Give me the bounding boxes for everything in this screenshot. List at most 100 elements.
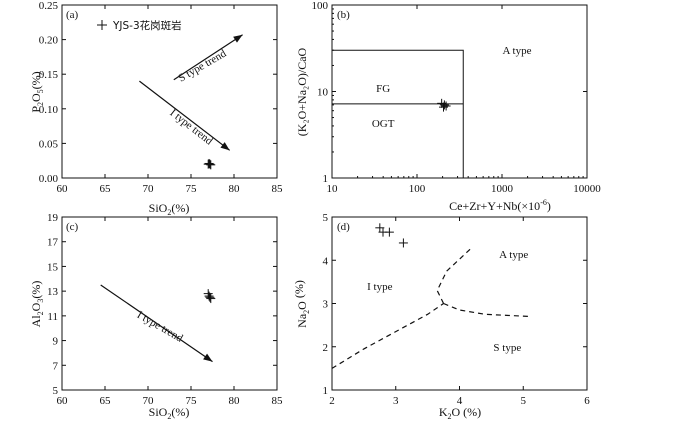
legend: YJS-3花岗斑岩 — [97, 19, 182, 32]
panel-d-point — [398, 238, 408, 248]
panel-c-xtick-label: 85 — [272, 395, 284, 407]
panel-c-point — [203, 289, 213, 299]
panel-a-ylabel: P2O5(%) — [29, 71, 45, 112]
panel-c-trend-arrowhead — [203, 353, 213, 362]
panel-c-ylabel: Al2O3(%) — [29, 281, 45, 328]
panel-d-xtick-label: 6 — [584, 395, 590, 407]
panel-b-xlabel: Ce+Zr+Y+Nb(×10-6) — [449, 198, 551, 213]
panel-a-label: (a) — [66, 9, 79, 21]
panel-d-label: (d) — [337, 221, 350, 233]
panel-d-region-label: I type — [367, 281, 392, 293]
panel-c-trend-label: I type trend — [135, 309, 185, 345]
panel-b-ytick-label: 100 — [312, 0, 329, 12]
panel-a-frame — [61, 4, 278, 179]
panel-a-xtick-label: 80 — [229, 183, 241, 195]
panel-d-xtick-label: 3 — [393, 395, 399, 407]
panel-c-xtick-label: 80 — [229, 395, 241, 407]
panel-b-point — [439, 100, 449, 110]
panel-b-point — [438, 102, 448, 112]
panel-c-ytick-label: 17 — [47, 237, 59, 249]
panel-a: (a) YJS-3花岗斑岩 — [61, 4, 278, 179]
panel-a-ytick-label: 0.20 — [39, 35, 59, 47]
panel-a-trend-label: I type trend — [167, 107, 215, 148]
panel-d-xlabel: K2O (%) — [439, 405, 481, 421]
panel-c-label: (c) — [66, 221, 79, 233]
panel-b-frame — [331, 4, 588, 179]
panel-a-xtick-label: 65 — [100, 183, 112, 195]
panel-c-ytick-label: 15 — [47, 261, 59, 273]
panel-b: (b) — [331, 4, 588, 179]
panel-c-marks: 60 65 70 75 80 85 5 7 9 11 13 15 17 19 I type trend — [47, 212, 283, 407]
panel-a-ytick-label: 0.05 — [39, 138, 59, 150]
panel-d-point — [384, 227, 394, 237]
panel-a-ytick-label: 0.10 — [39, 104, 59, 116]
panel-c-frame — [61, 216, 278, 391]
panel-c-point — [204, 291, 214, 301]
panel-a-point — [206, 160, 216, 170]
panel-a-trend-arrow — [173, 34, 243, 81]
panel-b-boundary — [332, 49, 464, 178]
panel-b-xtick-label: 1000 — [491, 183, 514, 195]
panel-d-boundary — [443, 302, 530, 318]
panel-c-xtick-label: 75 — [186, 395, 198, 407]
panel-a-ytick-label: 0.15 — [39, 69, 59, 81]
panel-d-xtick-label: 4 — [457, 395, 463, 407]
panel-b-xtick-label: 10 — [327, 183, 339, 195]
panel-b-xtick-label: 100 — [409, 183, 426, 195]
panel-b-ylabel: (K₂O+Na₂O)/CaO — [295, 47, 309, 136]
panel-c-ytick-label: 5 — [53, 385, 59, 397]
panel-c-point — [205, 292, 215, 302]
panel-c-ytick-label: 9 — [53, 336, 59, 348]
panel-a-trend-arrow — [139, 80, 231, 151]
panel-c-xlabel: SiO2(%) — [149, 405, 190, 421]
panel-d-ytick-label: 4 — [323, 255, 329, 267]
panel-a-ytick-label: 0.25 — [39, 0, 59, 12]
panel-c-xtick-label: 65 — [100, 395, 112, 407]
panel-b-ytick-label: 1 — [323, 173, 329, 185]
panel-b-region-label: A type — [502, 45, 531, 57]
panel-d-ylabel: Na2O (%) — [292, 280, 311, 328]
legend-label: YJS-3花岗斑岩 — [112, 19, 182, 32]
panel-c-xtick-label: 70 — [143, 395, 155, 407]
panel-a-trend-label: S type trend — [176, 47, 228, 84]
panel-c-trend-arrow — [100, 284, 213, 363]
panel-a-trend-arrowhead — [220, 142, 230, 151]
panel-d-boundary — [331, 303, 444, 369]
panel-c-ytick-label: 11 — [47, 311, 58, 323]
panel-a-point — [205, 159, 215, 169]
panel-d-ytick-label: 5 — [323, 212, 329, 224]
legend-marker — [97, 20, 107, 30]
panel-c-ytick-label: 13 — [47, 286, 59, 298]
panel-a-trend-arrowhead — [233, 34, 243, 43]
panel-d-region-label: A type — [499, 249, 528, 261]
panel-d-frame — [331, 216, 588, 391]
panel-a-xtick-label: 85 — [272, 183, 284, 195]
panel-c-ytick-label: 7 — [53, 360, 59, 372]
panel-d-ytick-label: 3 — [323, 299, 329, 311]
panel-d-xtick-label: 2 — [329, 395, 335, 407]
panel-d: (d) — [331, 216, 588, 391]
panel-a-point — [204, 158, 214, 168]
panel-c: (c) — [61, 216, 278, 391]
panel-a-xtick-label: 60 — [57, 183, 69, 195]
panel-d-ytick-label: 1 — [323, 385, 329, 397]
panel-d-region-label: S type — [493, 342, 521, 354]
panel-b-label: (b) — [337, 9, 350, 21]
panel-b-ytick-label: 10 — [317, 87, 329, 99]
panel-b-xtick-label: 10000 — [573, 183, 601, 195]
panel-a-ytick-label: 0.00 — [39, 173, 59, 185]
panel-a-xtick-label: 75 — [186, 183, 198, 195]
panel-b-region-label: FG — [376, 83, 390, 95]
panel-a-xlabel: SiO2(%) — [149, 201, 190, 217]
panel-d-ytick-label: 2 — [323, 342, 329, 354]
panel-a-xtick-label: 70 — [143, 183, 155, 195]
panel-c-point — [206, 294, 216, 304]
panel-b-region-label: OGT — [372, 118, 395, 130]
panel-d-xtick-label: 5 — [521, 395, 527, 407]
panel-c-ytick-label: 19 — [47, 212, 59, 224]
panel-c-xtick-label: 60 — [57, 395, 69, 407]
panel-d-boundary — [436, 246, 473, 304]
